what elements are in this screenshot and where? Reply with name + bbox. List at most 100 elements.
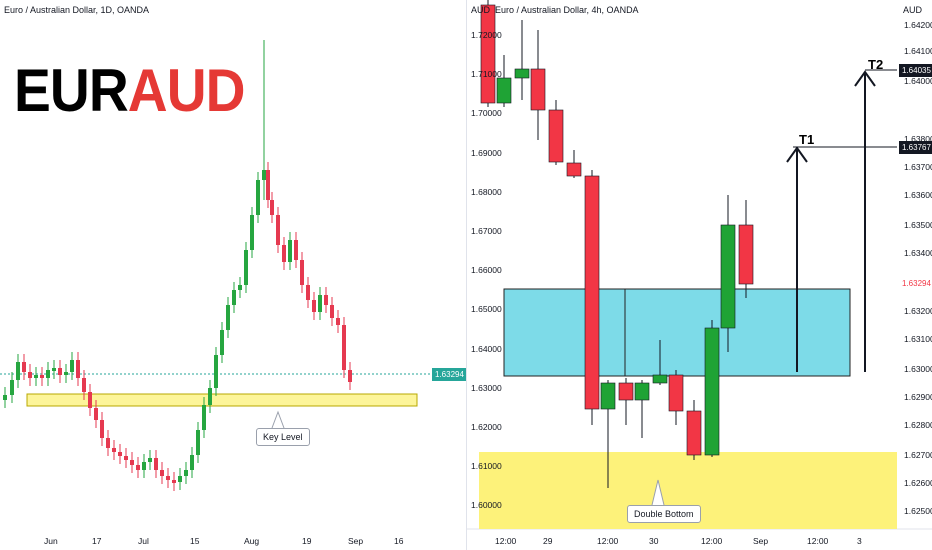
daily-chart-panel[interactable]: Euro / Australian Dollar, 1D, OANDA EURA… — [0, 0, 466, 550]
price-label: 1.62800 — [904, 420, 932, 430]
price-label: 1.64200 — [904, 20, 932, 30]
price-label: 1.63800 — [904, 134, 932, 144]
candle-body — [342, 325, 346, 370]
pair-title-quote: AUD — [127, 57, 246, 124]
t1-arrow-head — [786, 146, 808, 163]
candle-body — [496, 77, 512, 104]
candle-body — [238, 285, 242, 290]
candle-body — [46, 370, 50, 378]
candle-body — [82, 378, 86, 392]
callout-pointer — [651, 479, 665, 506]
candle-body — [480, 4, 496, 104]
daily-chart-canvas[interactable] — [0, 0, 466, 550]
candle-body — [22, 362, 26, 372]
pair-title-base: EUR — [14, 57, 129, 124]
candle-body — [118, 452, 122, 456]
candle-body — [668, 374, 684, 412]
candle-body — [100, 420, 104, 438]
price-label: 1.63700 — [904, 162, 932, 172]
price-label: 1.62000 — [471, 422, 502, 432]
candle-body — [196, 430, 200, 455]
t2-label: T2 — [868, 57, 884, 72]
h4-chart-panel[interactable]: AUD Euro / Australian Dollar, 4h, OANDA … — [466, 0, 932, 550]
time-label: Jun — [44, 536, 58, 546]
time-label: 12:00 — [597, 536, 619, 546]
price-label: 1.64100 — [904, 46, 932, 56]
candle-body — [3, 395, 7, 400]
candle-body — [40, 375, 44, 378]
price-label: 1.63000 — [904, 364, 932, 374]
candle-body — [16, 362, 20, 380]
candle-body — [208, 388, 212, 405]
candle-body — [514, 68, 530, 79]
candle-body — [154, 458, 158, 470]
right-axis-title: AUD — [903, 5, 923, 15]
price-label: 1.60000 — [471, 500, 502, 511]
candle-body — [130, 460, 134, 465]
left-axis-title: AUD — [471, 5, 491, 15]
price-label: 1.63400 — [904, 248, 932, 258]
candle-body — [28, 372, 32, 378]
t2-price-tag: 1.64035 — [899, 64, 932, 77]
candle-body — [318, 295, 322, 312]
price-label: 1.62700 — [904, 450, 932, 460]
candle-body — [530, 68, 546, 111]
time-label: 3 — [857, 536, 862, 546]
time-label: 29 — [543, 536, 553, 546]
key-level-callout: Key Level — [256, 428, 310, 446]
candle-body — [160, 470, 164, 476]
candle-body — [336, 318, 340, 325]
candle-body — [52, 368, 56, 371]
candle-body — [652, 374, 668, 384]
t1-label: T1 — [799, 132, 815, 147]
candle-body — [330, 305, 334, 318]
price-label: 1.68000 — [471, 186, 502, 197]
time-label: 12:00 — [495, 536, 517, 546]
key-level-zone — [26, 393, 418, 407]
candle-body — [70, 360, 74, 372]
candle-body — [178, 476, 182, 482]
candle-body — [142, 462, 146, 470]
time-label: 12:00 — [807, 536, 829, 546]
candle-body — [232, 290, 236, 305]
candle-body — [306, 285, 310, 300]
candle-body — [172, 480, 176, 483]
t2-arrow-head — [854, 70, 876, 87]
price-label: 1.62500 — [904, 506, 932, 516]
price-label: 1.70000 — [471, 108, 502, 119]
candle-body — [256, 180, 260, 215]
h4-chart-canvas[interactable] — [467, 0, 932, 550]
candle-body — [548, 109, 564, 163]
chart-header: Euro / Australian Dollar, 4h, OANDA — [495, 5, 639, 15]
candle-body — [270, 200, 274, 215]
time-label: Jul — [138, 536, 149, 546]
candle-body — [190, 455, 194, 470]
candle-body — [738, 224, 754, 285]
price-label: 1.63100 — [904, 334, 932, 344]
price-label: 1.69000 — [471, 147, 502, 158]
candle-body — [266, 170, 270, 200]
candle-body — [166, 476, 170, 480]
time-label: Aug — [244, 536, 260, 546]
candle-body — [618, 382, 634, 401]
candle-body — [124, 456, 128, 460]
candle-body — [112, 448, 116, 452]
candle-body — [202, 405, 206, 430]
price-label: 1.66000 — [471, 265, 502, 276]
price-label: 1.72000 — [471, 30, 502, 40]
candle-body — [686, 410, 702, 456]
callout-pointer — [271, 410, 285, 429]
time-label: 17 — [92, 536, 102, 546]
candle-body — [250, 215, 254, 250]
time-label: 12:00 — [701, 536, 723, 546]
candle-body — [288, 240, 292, 262]
price-label: 1.63200 — [904, 306, 932, 316]
time-label: 19 — [302, 536, 312, 546]
resistance-zone — [503, 288, 851, 377]
price-label: 1.64000 — [471, 343, 502, 354]
price-label: 1.64000 — [904, 76, 932, 86]
current-price-tag: 1.63294 — [432, 368, 466, 381]
pair-title: EURAUD — [14, 56, 246, 125]
candle-body — [64, 372, 68, 375]
price-label: 1.65000 — [471, 304, 502, 315]
